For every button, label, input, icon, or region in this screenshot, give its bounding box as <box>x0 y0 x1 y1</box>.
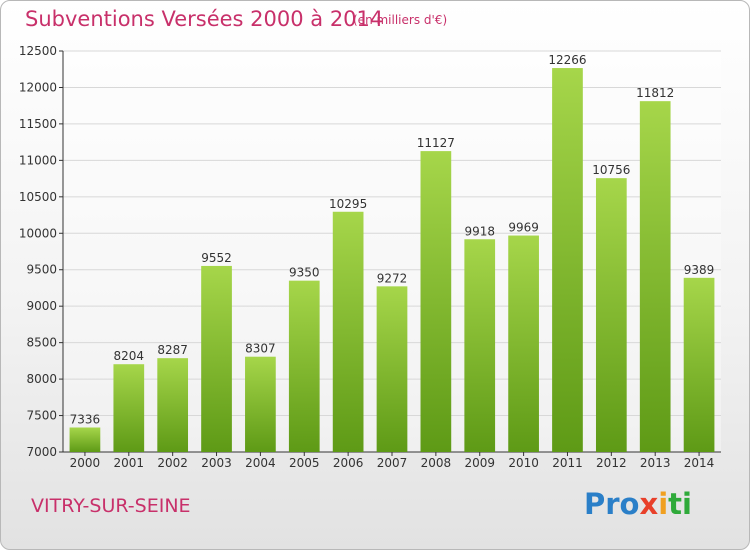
commune-name: VITRY-SUR-SEINE <box>31 495 191 517</box>
x-tick-label: 2009 <box>464 456 495 470</box>
bar <box>288 280 320 452</box>
bar-value-label: 8307 <box>245 342 276 356</box>
proxiti-logo: Proxiti <box>584 487 692 521</box>
y-tick-label: 8000 <box>26 372 57 386</box>
bar <box>113 364 145 452</box>
bar <box>69 427 101 452</box>
bar <box>201 265 232 452</box>
logo-part-4: ti <box>668 487 692 521</box>
bar-value-label: 8204 <box>114 349 145 363</box>
y-tick-label: 12500 <box>19 44 57 58</box>
chart-title: Subventions Versées 2000 à 2014 <box>25 7 384 31</box>
y-tick-label: 8500 <box>26 336 57 350</box>
x-tick-label: 2002 <box>157 456 188 470</box>
bar-value-label: 9350 <box>289 266 320 280</box>
bar-value-label: 9389 <box>684 263 715 277</box>
bar-value-label: 11812 <box>636 86 674 100</box>
x-tick-label: 2014 <box>684 456 715 470</box>
bar <box>508 235 539 452</box>
bar <box>332 211 364 452</box>
bar <box>639 101 671 453</box>
bar-value-label: 7336 <box>70 413 101 427</box>
x-tick-label: 2007 <box>377 456 408 470</box>
y-tick-label: 11500 <box>19 117 57 131</box>
x-tick-label: 2000 <box>70 456 101 470</box>
bar-value-label: 10295 <box>329 197 367 211</box>
x-tick-label: 2012 <box>596 456 627 470</box>
bar <box>552 68 583 452</box>
bar-value-label: 9272 <box>377 271 408 285</box>
bar-value-label: 9969 <box>508 221 539 235</box>
y-tick-label: 9500 <box>26 263 57 277</box>
bar <box>245 356 276 452</box>
y-tick-label: 11000 <box>19 153 57 167</box>
bar <box>464 239 496 452</box>
x-tick-label: 2013 <box>640 456 671 470</box>
bar <box>420 151 452 452</box>
logo-part-3: i <box>658 487 669 521</box>
bar <box>683 277 715 452</box>
x-tick-label: 2011 <box>552 456 583 470</box>
x-tick-label: 2006 <box>333 456 364 470</box>
bar-value-label: 10756 <box>592 163 630 177</box>
x-tick-label: 2003 <box>201 456 232 470</box>
bar-value-label: 9552 <box>201 251 232 265</box>
bar-value-label: 9918 <box>464 224 495 238</box>
y-tick-label: 9000 <box>26 299 57 313</box>
x-tick-label: 2010 <box>508 456 539 470</box>
bar-value-label: 11127 <box>417 136 455 150</box>
bar <box>157 358 189 452</box>
x-tick-label: 2005 <box>289 456 320 470</box>
bar-value-label: 8287 <box>157 343 188 357</box>
chart-unit-note: (en milliers d'€) <box>353 13 448 27</box>
x-tick-label: 2004 <box>245 456 276 470</box>
bar <box>376 286 408 452</box>
logo-part-1: Pro <box>584 487 640 521</box>
bar-value-label: 12266 <box>548 53 586 67</box>
logo-part-2: x <box>639 487 659 521</box>
y-tick-label: 7000 <box>26 445 57 459</box>
bar <box>595 178 627 453</box>
y-tick-label: 10000 <box>19 226 57 240</box>
y-tick-label: 10500 <box>19 190 57 204</box>
x-tick-label: 2008 <box>421 456 452 470</box>
x-tick-label: 2001 <box>114 456 145 470</box>
y-tick-label: 12000 <box>19 80 57 94</box>
y-tick-label: 7500 <box>26 409 57 423</box>
